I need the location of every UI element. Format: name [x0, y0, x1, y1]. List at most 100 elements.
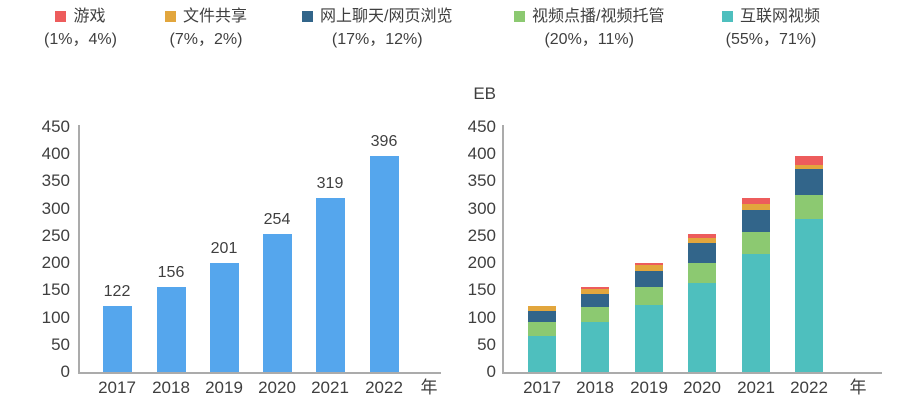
y-tick-label: 200 [467, 253, 496, 273]
y-tick-label: 150 [41, 280, 70, 300]
x-tick-label: 2019 [205, 378, 243, 397]
stacked-bar-segment [688, 234, 716, 238]
stacked-bar-segment [742, 210, 770, 232]
y-tick-label: 0 [486, 362, 496, 381]
legend-percentages: (1%，4%) [44, 31, 117, 48]
stacked-bar-segment [795, 169, 823, 195]
legend-swatch-icon [165, 11, 176, 22]
bar-value-label: 396 [370, 133, 398, 150]
stacked-bar-segment [742, 198, 770, 204]
legend-item: 视频点播/视频托管 (20%，11%) [514, 7, 664, 49]
stacked-bar-segment [742, 254, 770, 372]
y-tick-label: 300 [41, 198, 70, 218]
x-tick-label: 2018 [576, 378, 614, 397]
stacked-bar-segment [688, 238, 716, 243]
x-tick-label: 2018 [152, 378, 190, 397]
bar [369, 156, 399, 372]
legend-entry: 游戏 [55, 7, 105, 26]
x-tick-label: 2020 [683, 378, 721, 397]
x-tick-label: 2021 [311, 378, 349, 397]
legend-percentages: (17%，12%) [331, 31, 423, 48]
y-axis-unit: EB [473, 84, 496, 103]
bar [315, 198, 345, 372]
legend-label: 文件共享 [183, 8, 248, 25]
x-axis-unit: 年 [849, 378, 867, 397]
bar [156, 287, 186, 372]
legend-item: 互联网视频 (55%，71%) [722, 7, 820, 49]
x-tick-label: 2017 [98, 378, 136, 397]
legend-entry: 文件共享 [165, 7, 247, 26]
legend-item: 网上聊天/网页浏览 (17%，12%) [302, 7, 452, 49]
x-tick-label: 2022 [790, 378, 828, 397]
y-tick-label: 100 [41, 307, 70, 327]
legend-swatch-icon [514, 11, 525, 22]
bar [102, 306, 132, 372]
bar-value-label: 122 [103, 283, 131, 300]
stacked-bar-segment [635, 305, 663, 372]
y-axis-line [502, 125, 504, 372]
stacked-bar-segment [688, 283, 716, 372]
legend-swatch-icon [302, 11, 313, 22]
stacked-bar-segment [795, 195, 823, 219]
legend-item: 游戏 (1%，4%) [44, 7, 117, 49]
stacked-bar-segment [742, 204, 770, 210]
stacked-bar-segment [795, 219, 823, 372]
stacked-bar-segment [688, 243, 716, 263]
legend-percentages: (20%，11%) [544, 31, 634, 48]
y-tick-label: 150 [467, 280, 496, 300]
x-tick-label: 2022 [365, 378, 403, 397]
bar-value-label: 319 [316, 175, 344, 192]
x-tick-label: 2017 [523, 378, 561, 397]
x-axis-line [502, 372, 882, 374]
y-tick-label: 450 [467, 117, 496, 136]
y-tick-label: 400 [41, 144, 70, 164]
stacked-bar-segment [528, 311, 556, 322]
stacked-bar-segment [635, 271, 663, 287]
y-tick-label: 400 [467, 144, 496, 164]
stacked-bar-segment [581, 289, 609, 294]
legend-entry: 网上聊天/网页浏览 [302, 7, 452, 26]
stacked-bar-segment [635, 265, 663, 271]
legend-entry: 互联网视频 [722, 7, 820, 26]
legend-label: 视频点播/视频托管 [532, 8, 665, 25]
y-tick-label: 250 [467, 225, 496, 245]
stacked-bar-segment [581, 294, 609, 307]
bar-value-label: 156 [157, 264, 185, 281]
stacked-bar-segment [581, 322, 609, 372]
y-tick-label: 300 [467, 198, 496, 218]
x-tick-label: 2020 [258, 378, 296, 397]
stacked-bar-segment [528, 306, 556, 311]
stacked-bar-segment [635, 287, 663, 305]
bar [209, 263, 239, 372]
y-tick-label: 250 [41, 225, 70, 245]
legend-swatch-icon [55, 11, 67, 22]
y-tick-label: 350 [41, 171, 70, 191]
stacked-bar-segment [581, 307, 609, 322]
legend-label: 互联网视频 [740, 8, 821, 25]
y-tick-label: 350 [467, 171, 496, 191]
legend-swatch-icon [722, 11, 733, 22]
legend-item: 文件共享 (7%，2%) [165, 7, 247, 49]
bar-value-label: 254 [263, 211, 291, 228]
stacked-bar-segment [742, 232, 770, 254]
stacked-bar-segment [795, 156, 823, 165]
legend-label: 游戏 [73, 8, 106, 25]
legend-label: 网上聊天/网页浏览 [320, 8, 453, 25]
y-tick-label: 200 [41, 253, 70, 273]
y-axis-line [78, 125, 80, 372]
y-tick-label: 450 [41, 117, 70, 136]
stacked-bar-segment [581, 287, 609, 289]
stacked-bar-segment [635, 263, 663, 265]
legend-percentages: (55%，71%) [725, 31, 817, 48]
stacked-bar-segment [795, 165, 823, 169]
stacked-bar-segment [688, 263, 716, 283]
y-tick-label: 50 [51, 334, 70, 354]
x-tick-label: 2019 [630, 378, 668, 397]
bar-value-label: 201 [210, 240, 238, 257]
stacked-bar-segment [528, 322, 556, 336]
legend-percentages: (7%，2%) [169, 31, 243, 48]
bar [262, 234, 292, 372]
x-axis-line [78, 372, 441, 374]
x-tick-label: 2021 [737, 378, 775, 397]
